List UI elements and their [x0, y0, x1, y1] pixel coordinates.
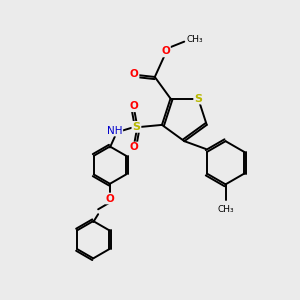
Text: O: O [129, 142, 138, 152]
Text: O: O [106, 194, 114, 203]
Text: O: O [130, 69, 139, 79]
Text: O: O [129, 101, 138, 111]
Text: S: S [132, 122, 140, 132]
Text: S: S [194, 94, 202, 103]
Text: CH₃: CH₃ [217, 205, 234, 214]
Text: CH₃: CH₃ [186, 35, 203, 44]
Text: NH: NH [107, 126, 123, 136]
Text: O: O [161, 46, 170, 56]
